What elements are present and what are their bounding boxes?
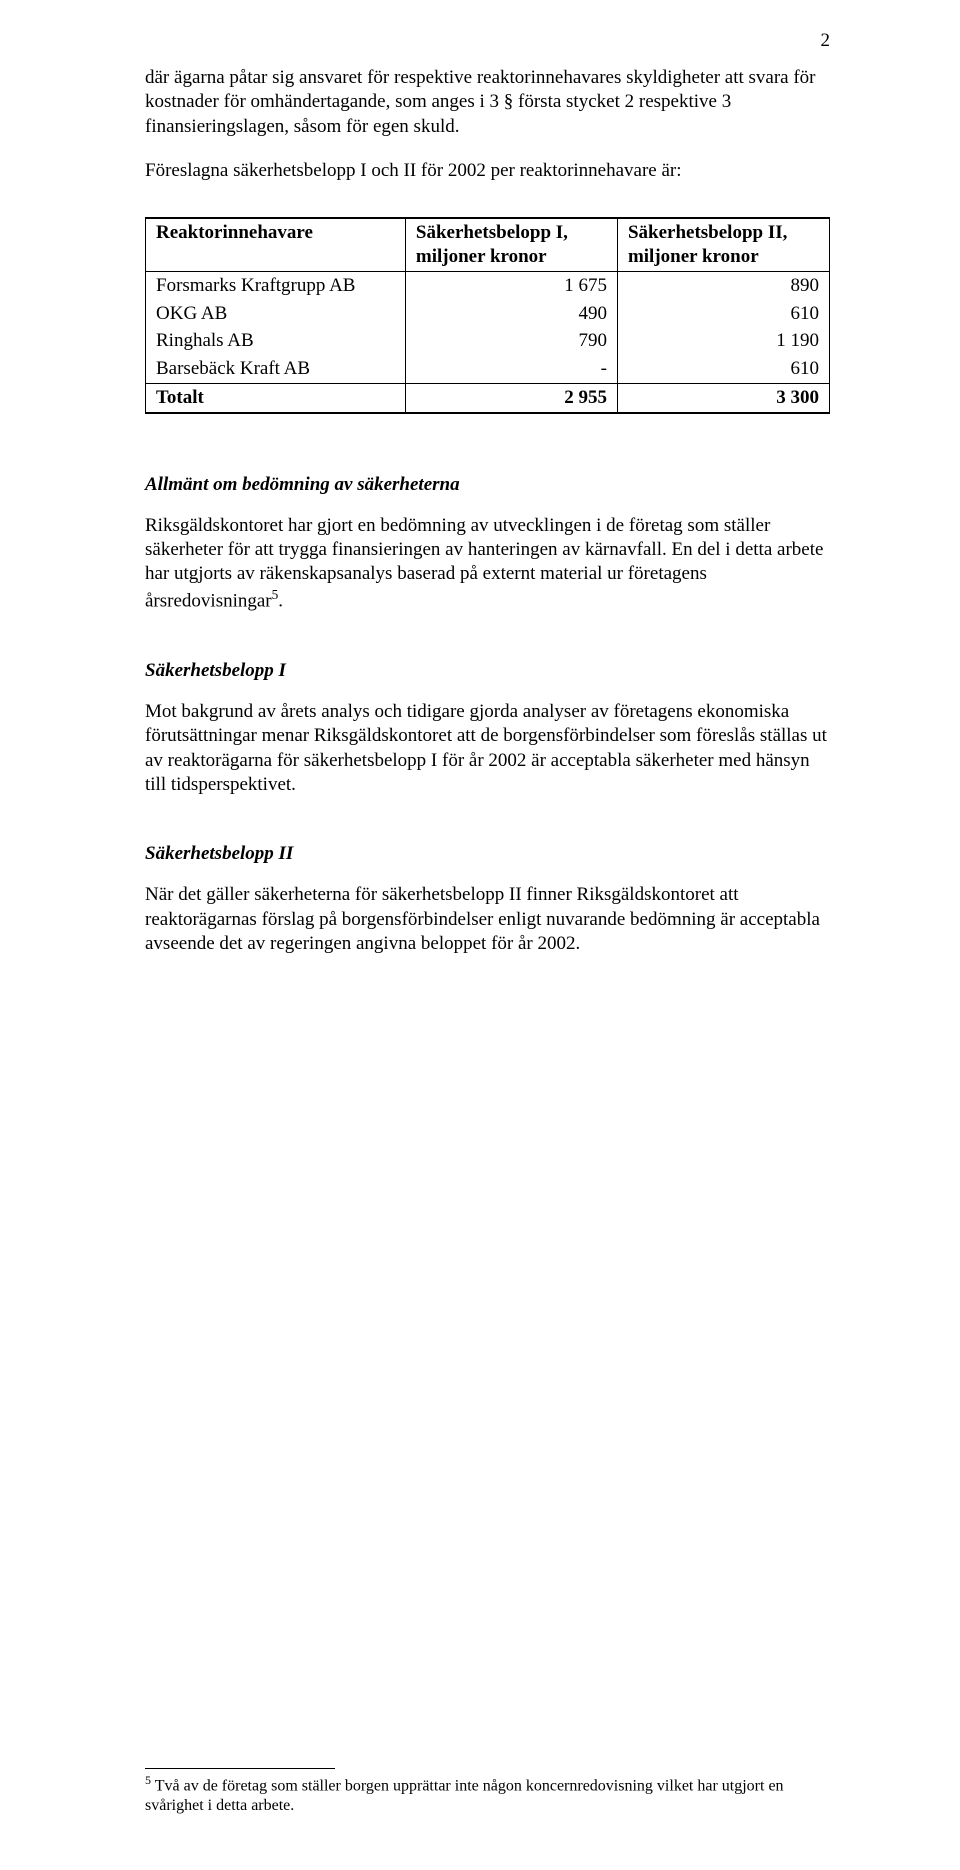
paragraph-sak1: Mot bakgrund av årets analys och tidigar… bbox=[145, 700, 830, 797]
paragraph-sak2: När det gäller säkerheterna för säkerhet… bbox=[145, 883, 830, 956]
table-cell-label: Ringhals AB bbox=[146, 327, 406, 355]
footnote: 5 Två av de företag som ställer borgen u… bbox=[145, 1773, 830, 1816]
table-cell-value: 490 bbox=[405, 300, 617, 328]
table-row: Forsmarks Kraftgrupp AB 1 675 890 bbox=[146, 271, 830, 299]
table-cell-label: Barsebäck Kraft AB bbox=[146, 355, 406, 383]
table-row: Barsebäck Kraft AB - 610 bbox=[146, 355, 830, 383]
table-cell-label: OKG AB bbox=[146, 300, 406, 328]
table-cell-value: 890 bbox=[617, 271, 829, 299]
table-header-reaktor: Reaktorinnehavare bbox=[146, 218, 406, 271]
footnote-rule bbox=[145, 1768, 335, 1769]
paragraph-text: Riksgäldskontoret har gjort en bedömning… bbox=[145, 515, 823, 612]
table-header-row: Reaktorinnehavare Säkerhetsbelopp I, mil… bbox=[146, 218, 830, 271]
table-cell-value: - bbox=[405, 355, 617, 383]
table-cell-label: Forsmarks Kraftgrupp AB bbox=[146, 271, 406, 299]
table-row: OKG AB 490 610 bbox=[146, 300, 830, 328]
table-header-sak1: Säkerhetsbelopp I, miljoner kronor bbox=[405, 218, 617, 271]
table-cell-value: 3 300 bbox=[617, 383, 829, 412]
page: 2 där ägarna påtar sig ansvaret för resp… bbox=[0, 0, 960, 1870]
securities-table: Reaktorinnehavare Säkerhetsbelopp I, mil… bbox=[145, 217, 830, 413]
table-cell-value: 1 190 bbox=[617, 327, 829, 355]
table-total-row: Totalt 2 955 3 300 bbox=[146, 383, 830, 412]
heading-allmant: Allmänt om bedömning av säkerheterna bbox=[145, 474, 830, 496]
table-cell-label: Totalt bbox=[146, 383, 406, 412]
table-cell-value: 1 675 bbox=[405, 271, 617, 299]
paragraph-text: . bbox=[278, 591, 283, 612]
table-cell-value: 790 bbox=[405, 327, 617, 355]
table-cell-value: 610 bbox=[617, 355, 829, 383]
table-cell-value: 2 955 bbox=[405, 383, 617, 412]
paragraph-allmant: Riksgäldskontoret har gjort en bedömning… bbox=[145, 514, 830, 615]
footnote-block: 5 Två av de företag som ställer borgen u… bbox=[145, 1768, 830, 1816]
table-cell-value: 610 bbox=[617, 300, 829, 328]
page-number: 2 bbox=[821, 30, 831, 52]
footnote-text-content: Två av de företag som ställer borgen upp… bbox=[145, 1777, 784, 1814]
heading-sak2: Säkerhetsbelopp II bbox=[145, 843, 830, 865]
intro-paragraph: där ägarna påtar sig ansvaret för respek… bbox=[145, 66, 830, 139]
table-row: Ringhals AB 790 1 190 bbox=[146, 327, 830, 355]
table-intro: Föreslagna säkerhetsbelopp I och II för … bbox=[145, 159, 830, 183]
heading-sak1: Säkerhetsbelopp I bbox=[145, 660, 830, 682]
table-header-sak2: Säkerhetsbelopp II, miljoner kronor bbox=[617, 218, 829, 271]
